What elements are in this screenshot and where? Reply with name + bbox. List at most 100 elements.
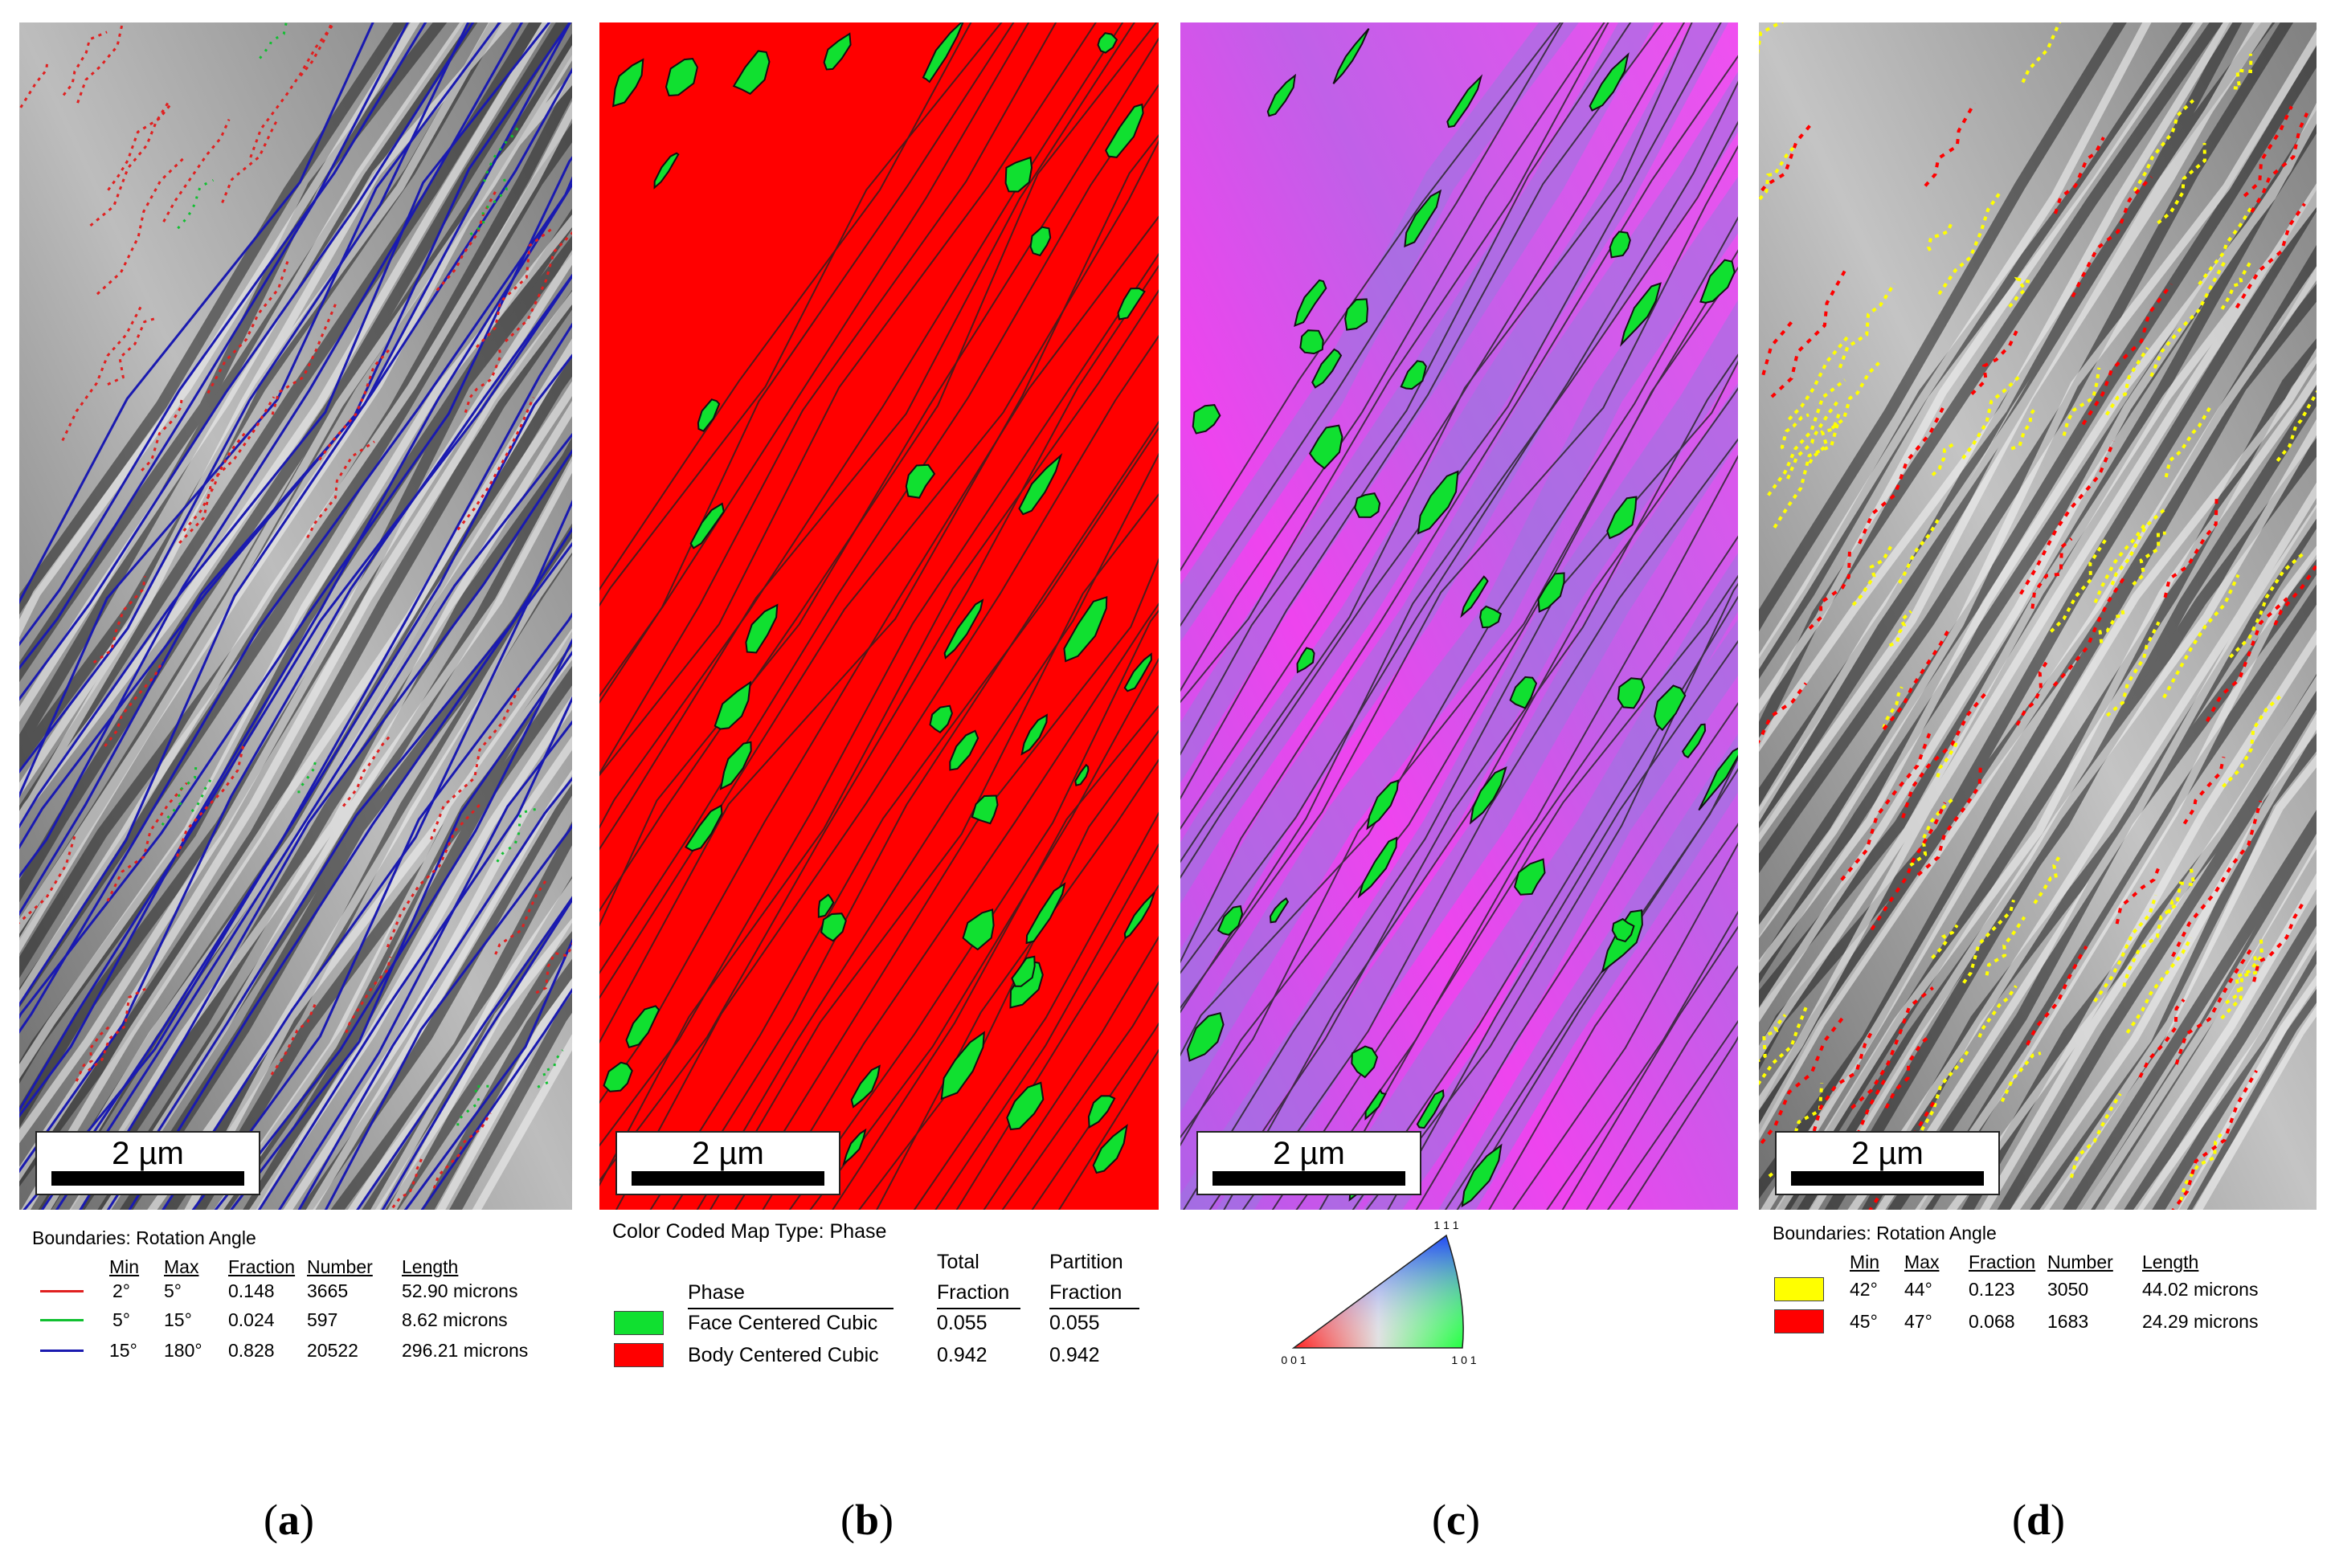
micrograph-light-streak bbox=[2133, 933, 2317, 1210]
micrograph-dark-streak bbox=[243, 665, 572, 1210]
scale-bar-label: 2 µm bbox=[1273, 1136, 1345, 1171]
grain-boundary bbox=[696, 452, 1159, 1210]
high-angle-boundary bbox=[128, 499, 572, 1210]
boundary-segment bbox=[2062, 367, 2101, 436]
grain-boundary bbox=[599, 22, 1057, 775]
grain-boundary bbox=[599, 84, 1159, 974]
micrograph-light-streak bbox=[1847, 482, 2317, 1210]
boundary-segment bbox=[177, 178, 215, 230]
fcc-grain bbox=[1514, 858, 1546, 896]
row2-total: 0.942 bbox=[937, 1344, 988, 1366]
grain-boundary bbox=[1180, 22, 1562, 572]
boundary-segment bbox=[2030, 537, 2073, 609]
boundary-segment bbox=[2110, 508, 2166, 586]
boundary-segment bbox=[483, 122, 521, 182]
grain-boundary bbox=[599, 252, 1159, 1147]
grain-boundary bbox=[599, 22, 1135, 851]
grain-boundary bbox=[1511, 842, 1738, 1210]
panel-a-boundary-map: 2 µm bbox=[19, 22, 572, 1210]
fcc-grain bbox=[1192, 404, 1221, 435]
grain-boundary bbox=[599, 139, 1159, 999]
micrograph-light-streak bbox=[19, 291, 572, 1182]
boundary-segment bbox=[1962, 899, 2015, 984]
ipf-map-image bbox=[1180, 22, 1738, 1210]
high-angle-boundary bbox=[230, 651, 572, 1210]
fcc-grain bbox=[1004, 156, 1033, 193]
boundary-segment bbox=[259, 22, 288, 59]
micrograph-light-streak bbox=[1759, 102, 2317, 1023]
micrograph-light-streak bbox=[41, 381, 572, 1210]
panel-d-boundary-map: 2 µm bbox=[1759, 22, 2317, 1210]
fcc-grain bbox=[1186, 1011, 1225, 1062]
caption-a: (a) bbox=[264, 1496, 314, 1544]
fcc-grain bbox=[1416, 1088, 1445, 1129]
boundary-segment bbox=[96, 156, 186, 296]
row1-fraction: 0.148 bbox=[228, 1280, 275, 1301]
micrograph-light-streak bbox=[1759, 22, 2264, 843]
fcc-grain bbox=[1681, 723, 1707, 759]
fcc-grain bbox=[1006, 1081, 1045, 1131]
row1-max: 44° bbox=[1904, 1279, 1932, 1300]
grain-boundary bbox=[599, 22, 972, 591]
fcc-grain bbox=[943, 598, 984, 659]
fcc-grain bbox=[1308, 424, 1343, 470]
boundary-segment bbox=[249, 22, 337, 158]
boundary-segment bbox=[1870, 802, 1947, 931]
grain-boundary bbox=[809, 657, 1159, 1210]
micrograph-light-streak bbox=[214, 646, 572, 1210]
orientation-band bbox=[1216, 383, 1738, 1210]
high-angle-boundary bbox=[40, 353, 572, 1210]
grain-boundary bbox=[1180, 55, 1738, 964]
fcc-grain bbox=[1509, 676, 1538, 709]
boundary-segment bbox=[104, 659, 165, 748]
boundary-segment bbox=[2171, 1069, 2258, 1210]
row2-max: 47° bbox=[1904, 1311, 1932, 1332]
micrograph-dark-streak bbox=[19, 22, 478, 757]
legend-swatch-fcc bbox=[614, 1311, 664, 1335]
grain-boundary bbox=[1546, 910, 1738, 1210]
grain-boundary bbox=[1415, 702, 1738, 1210]
header-fraction: Fraction bbox=[1969, 1252, 2036, 1272]
micrograph-light-streak bbox=[1759, 29, 2317, 939]
header-phase: Phase bbox=[688, 1281, 745, 1304]
boundary-segment bbox=[1770, 265, 1850, 398]
boundary-segment bbox=[456, 1084, 489, 1126]
fcc-grain bbox=[1479, 605, 1502, 629]
fcc-grain bbox=[689, 502, 725, 549]
row2-min: 5° bbox=[112, 1309, 130, 1330]
grain-boundary bbox=[1180, 22, 1664, 800]
grain-boundary bbox=[983, 935, 1159, 1210]
boundary-segment bbox=[2138, 998, 2186, 1079]
grain-boundary bbox=[1180, 22, 1632, 756]
header-length: Length bbox=[2142, 1252, 2199, 1272]
boundary-segment bbox=[2125, 937, 2193, 1034]
grain-boundary bbox=[1180, 80, 1738, 974]
micrograph-light-streak bbox=[305, 770, 572, 1210]
high-angle-boundary bbox=[214, 638, 572, 1210]
boundary-segment bbox=[182, 431, 247, 532]
ipf-label-101: 1 0 1 bbox=[1451, 1354, 1476, 1366]
high-angle-boundary bbox=[19, 22, 524, 879]
grain-boundary bbox=[1180, 145, 1738, 1010]
boundary-segment bbox=[1759, 145, 1796, 201]
micrograph-light-streak bbox=[1759, 22, 2152, 670]
fcc-grain bbox=[1020, 713, 1048, 756]
micrograph-dark-streak bbox=[19, 22, 407, 615]
row3-min: 15° bbox=[109, 1340, 137, 1361]
boundary-segment bbox=[2049, 537, 2108, 633]
high-angle-boundary bbox=[403, 938, 572, 1210]
boundary-segment bbox=[2098, 608, 2126, 643]
high-angle-boundary bbox=[19, 273, 572, 1174]
boundary-segment bbox=[76, 22, 125, 104]
fcc-grain bbox=[603, 1061, 633, 1092]
grain-boundary bbox=[1352, 595, 1738, 1210]
micrograph-dark-streak bbox=[1997, 688, 2317, 1210]
caption-c: (c) bbox=[1432, 1496, 1480, 1544]
grain-boundary bbox=[649, 427, 1159, 1210]
boundary-segment bbox=[1961, 375, 2021, 459]
boundary-segment bbox=[1767, 378, 1846, 496]
boundary-segment bbox=[436, 190, 497, 292]
boundary-segment bbox=[2093, 894, 2157, 1002]
micrograph-light-streak bbox=[2193, 1002, 2317, 1210]
boundary-segment bbox=[2174, 945, 2255, 1065]
